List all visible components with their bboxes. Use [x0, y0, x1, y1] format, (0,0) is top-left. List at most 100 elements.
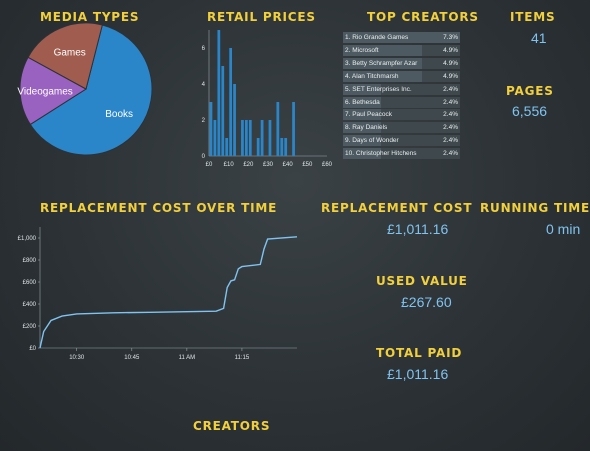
running-time-title: Running Time: [480, 201, 590, 215]
hist-bar[interactable]: [284, 138, 288, 156]
pages-title: Pages: [506, 84, 554, 98]
top-creator-name: 5. SET Enterprises Inc.: [345, 85, 412, 93]
hist-bar[interactable]: [276, 102, 280, 156]
line-y-tick: £0: [29, 346, 36, 352]
hist-bar[interactable]: [225, 138, 229, 156]
top-creator-percent: 7.3%: [443, 34, 458, 41]
hist-y-tick: 0: [202, 154, 206, 160]
hist-x-tick: £20: [243, 162, 254, 168]
pie-slice-books[interactable]: [29, 24, 153, 156]
media-types-title: Media Types: [40, 10, 140, 24]
top-creator-row[interactable]: 4. Alan Titchmarsh 4.9%: [343, 70, 460, 82]
top-creator-bar: [343, 109, 382, 121]
creators-title: Creators: [193, 419, 271, 433]
top-creator-percent: 4.9%: [443, 59, 458, 67]
top-creator-bar: [343, 96, 382, 108]
top-creator-bar-track: [343, 96, 460, 108]
hist-bar[interactable]: [260, 120, 264, 156]
top-creator-bar: [343, 135, 382, 147]
hist-y-tick: 6: [202, 46, 206, 52]
top-creator-percent: 2.4%: [443, 150, 458, 158]
hist-bar[interactable]: [245, 120, 248, 156]
top-creator-percent: 2.4%: [443, 137, 458, 145]
total-paid-value: £1,011.16: [387, 366, 449, 382]
top-creator-bar: [343, 148, 382, 160]
top-creator-name: 2. Microsoft: [345, 46, 379, 54]
top-creator-bar-track: [343, 148, 460, 160]
hist-bar[interactable]: [280, 138, 284, 156]
used-value-value: £267.60: [401, 294, 452, 310]
line-y-tick: £1,000: [18, 236, 37, 242]
top-creator-bar: [343, 57, 422, 69]
top-creator-percent: 4.9%: [443, 72, 458, 80]
hist-bar[interactable]: [248, 120, 252, 156]
hist-x-tick: £10: [224, 162, 235, 168]
hist-bar[interactable]: [241, 120, 244, 156]
top-creator-percent: 2.4%: [443, 111, 458, 119]
hist-x-tick: £0: [206, 162, 213, 168]
top-creator-bar: [343, 70, 422, 82]
hist-x-tick: £50: [302, 162, 313, 168]
top-creator-percent: 2.4%: [443, 124, 458, 132]
top-creator-name: 3. Betty Schrampfer Azar: [345, 59, 418, 67]
hist-bar[interactable]: [209, 102, 213, 156]
retail-prices-title: Retail Prices: [207, 10, 316, 24]
hist-bar[interactable]: [217, 30, 221, 156]
top-creator-percent: 2.4%: [443, 85, 458, 93]
pie-label-books: Books: [105, 109, 133, 120]
top-creator-bar-track: [343, 122, 460, 134]
pie-slice-videogames[interactable]: [19, 56, 87, 126]
pie-label-games: Games: [54, 47, 86, 58]
hist-bar[interactable]: [221, 66, 225, 156]
top-creator-name: 8. Ray Daniels: [345, 124, 388, 132]
hist-bar[interactable]: [292, 102, 295, 156]
replacement-cost-title: Replacement Cost: [321, 201, 473, 215]
top-creator-row[interactable]: 7. Paul Peacock 2.4%: [343, 109, 460, 121]
top-creator-name: 1. Rio Grande Games: [345, 34, 409, 41]
replacement-cost-series-line: [39, 236, 298, 349]
replacement-cost-value: £1,011.16: [387, 221, 449, 237]
top-creators-title: Top Creators: [367, 10, 479, 24]
line-y-tick: £400: [23, 302, 37, 308]
hist-bar[interactable]: [229, 48, 232, 156]
top-creator-bar-track: [343, 83, 460, 95]
line-y-tick: £200: [23, 324, 37, 330]
items-value: 41: [531, 30, 547, 46]
top-creator-bar-track: [343, 135, 460, 147]
top-creator-name: 4. Alan Titchmarsh: [345, 72, 399, 80]
top-creator-row[interactable]: 3. Betty Schrampfer Azar 4.9%: [343, 57, 460, 69]
top-creator-percent: 2.4%: [443, 98, 458, 106]
hist-y-tick: 2: [202, 118, 206, 124]
hist-bar[interactable]: [256, 138, 260, 156]
pages-value: 6,556: [512, 103, 548, 119]
top-creator-row[interactable]: 2. Microsoft 4.9%: [343, 44, 460, 56]
top-creator-row[interactable]: 6. Bethesda 2.4%: [343, 96, 460, 108]
used-value-title: Used Value: [376, 274, 468, 288]
running-time-value: 0 min: [546, 221, 581, 237]
top-creator-name: 6. Bethesda: [345, 98, 380, 106]
top-creator-percent: 4.9%: [443, 46, 458, 54]
hist-bar[interactable]: [268, 120, 272, 156]
line-x-tick: 11:15: [235, 355, 250, 361]
line-x-tick: 10:30: [69, 355, 85, 361]
line-y-tick: £600: [23, 280, 37, 286]
replacement-over-time-title: Replacement Cost Over Time: [40, 201, 278, 215]
line-x-tick: 10:45: [124, 355, 140, 361]
top-creator-row[interactable]: 10. Christopher Hitchens 2.4%: [343, 148, 460, 160]
top-creator-row[interactable]: 8. Ray Daniels 2.4%: [343, 122, 460, 134]
top-creator-row[interactable]: 5. SET Enterprises Inc. 2.4%: [343, 83, 460, 95]
pie-slice-games[interactable]: [27, 22, 103, 90]
line-x-tick: 11 AM: [179, 355, 196, 361]
top-creator-name: 10. Christopher Hitchens: [345, 150, 417, 158]
replacement-cost-line-chart: £0 £200 £400 £600 £800 £1,000 10:30 10:45 11 AM 1…: [18, 227, 298, 361]
retail-prices-histogram: 0 2 4 6 £0 £10 £20 £30 £40 £50 £60: [202, 30, 333, 168]
top-creator-row[interactable]: 1. Rio Grande Games 7.3%: [343, 32, 460, 43]
hist-x-tick: £30: [263, 162, 274, 168]
top-creator-name: 7. Paul Peacock: [345, 111, 392, 119]
hist-bar[interactable]: [233, 84, 236, 156]
line-y-tick: £800: [23, 258, 37, 264]
hist-bar[interactable]: [213, 120, 217, 156]
hist-y-tick: 4: [202, 82, 206, 88]
top-creator-row[interactable]: 9. Days of Wonder 2.4%: [343, 135, 460, 147]
media-types-pie-chart: Books Videogames Games: [17, 22, 153, 156]
